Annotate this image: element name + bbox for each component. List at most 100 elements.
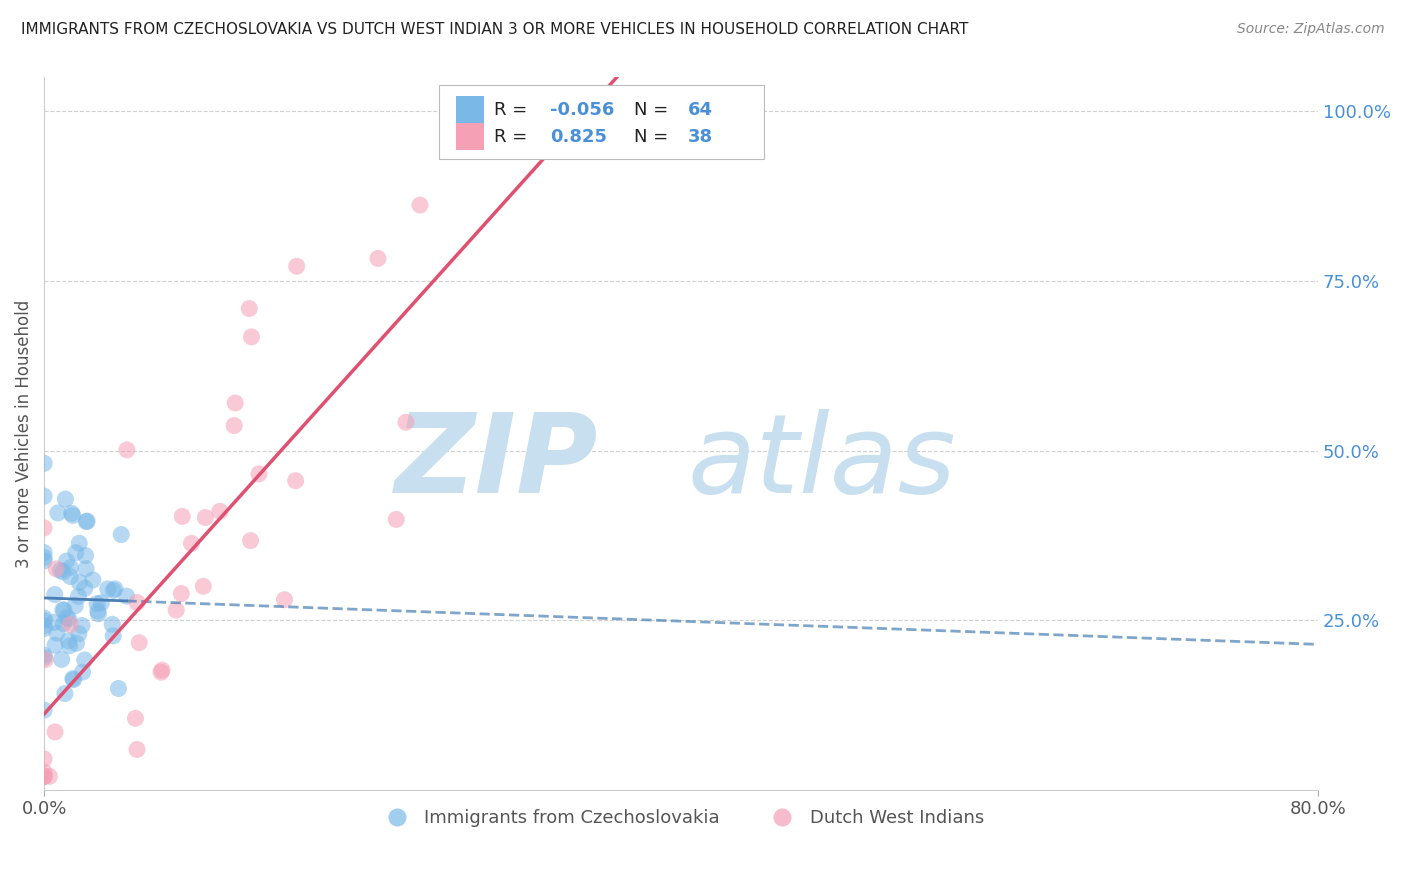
- Point: [49, 563, 72, 577]
- Point: [46, 626, 69, 640]
- Point: [58, 612, 80, 626]
- Point: [208, 504, 231, 518]
- Point: [367, 252, 389, 266]
- Point: [73, 653, 96, 667]
- Point: [63, 599, 86, 613]
- Point: [32, 703, 55, 717]
- Text: R =: R =: [494, 101, 533, 119]
- Text: atlas: atlas: [688, 409, 956, 516]
- Point: [44, 588, 66, 602]
- Point: [59, 569, 82, 583]
- Point: [72, 665, 94, 680]
- Point: [70, 618, 93, 632]
- Point: [101, 629, 124, 643]
- Point: [52, 565, 75, 579]
- Point: [285, 260, 308, 274]
- Point: [165, 603, 187, 617]
- Point: [32, 650, 55, 665]
- Point: [32, 769, 55, 783]
- Point: [125, 595, 148, 609]
- Point: [45, 562, 67, 576]
- Point: [34, 652, 56, 666]
- Point: [67, 536, 90, 550]
- Point: [284, 474, 307, 488]
- Point: [107, 681, 129, 696]
- Point: [101, 617, 124, 632]
- Text: N =: N =: [634, 128, 673, 145]
- Point: [110, 527, 132, 541]
- Point: [238, 301, 260, 316]
- Point: [32, 545, 55, 559]
- Point: [65, 636, 87, 650]
- Point: [247, 467, 270, 481]
- Point: [73, 581, 96, 595]
- Point: [97, 582, 120, 596]
- Point: [103, 583, 125, 598]
- Point: [172, 509, 194, 524]
- Point: [150, 665, 173, 680]
- Point: [55, 492, 77, 507]
- Point: [75, 562, 97, 576]
- Text: Source: ZipAtlas.com: Source: ZipAtlas.com: [1237, 22, 1385, 37]
- Point: [75, 515, 97, 529]
- Point: [90, 596, 112, 610]
- Point: [38, 769, 60, 783]
- Point: [115, 589, 138, 603]
- Point: [44, 725, 66, 739]
- Point: [240, 330, 263, 344]
- Legend: Immigrants from Czechoslovakia, Dutch West Indians: Immigrants from Czechoslovakia, Dutch We…: [371, 802, 991, 834]
- Point: [87, 607, 110, 621]
- Point: [59, 560, 82, 574]
- Point: [67, 626, 90, 640]
- Point: [32, 769, 55, 783]
- Point: [52, 603, 75, 617]
- Point: [385, 512, 408, 526]
- Point: [58, 633, 80, 648]
- Point: [32, 764, 55, 779]
- Point: [180, 536, 202, 550]
- Point: [32, 554, 55, 568]
- Text: 0.825: 0.825: [550, 128, 607, 145]
- Point: [193, 579, 215, 593]
- Text: N =: N =: [634, 101, 673, 119]
- Point: [52, 616, 75, 631]
- Point: [32, 622, 55, 636]
- Point: [194, 510, 217, 524]
- Point: [87, 604, 110, 618]
- Point: [62, 508, 84, 523]
- FancyBboxPatch shape: [456, 96, 484, 123]
- Point: [42, 615, 65, 630]
- Point: [59, 617, 82, 632]
- Point: [53, 687, 76, 701]
- Point: [32, 550, 55, 565]
- Point: [273, 592, 295, 607]
- Point: [115, 442, 138, 457]
- Point: [52, 603, 75, 617]
- Point: [124, 711, 146, 725]
- Point: [59, 639, 82, 653]
- Point: [51, 652, 73, 666]
- Point: [224, 418, 246, 433]
- FancyBboxPatch shape: [439, 85, 763, 160]
- Text: R =: R =: [494, 128, 533, 145]
- Point: [55, 554, 77, 568]
- Point: [32, 769, 55, 783]
- Point: [86, 597, 108, 611]
- Point: [150, 663, 173, 677]
- Point: [75, 549, 97, 563]
- Text: IMMIGRANTS FROM CZECHOSLOVAKIA VS DUTCH WEST INDIAN 3 OR MORE VEHICLES IN HOUSEH: IMMIGRANTS FROM CZECHOSLOVAKIA VS DUTCH …: [21, 22, 969, 37]
- Point: [44, 638, 66, 652]
- Point: [32, 752, 55, 766]
- Point: [104, 582, 127, 596]
- Text: 64: 64: [688, 101, 713, 119]
- Point: [67, 590, 90, 604]
- Point: [32, 489, 55, 503]
- Point: [32, 614, 55, 628]
- Point: [128, 636, 150, 650]
- Point: [32, 648, 55, 663]
- Point: [224, 396, 246, 410]
- Point: [409, 198, 432, 212]
- Text: -0.056: -0.056: [550, 101, 614, 119]
- Text: 38: 38: [688, 128, 713, 145]
- Text: ZIP: ZIP: [395, 409, 599, 516]
